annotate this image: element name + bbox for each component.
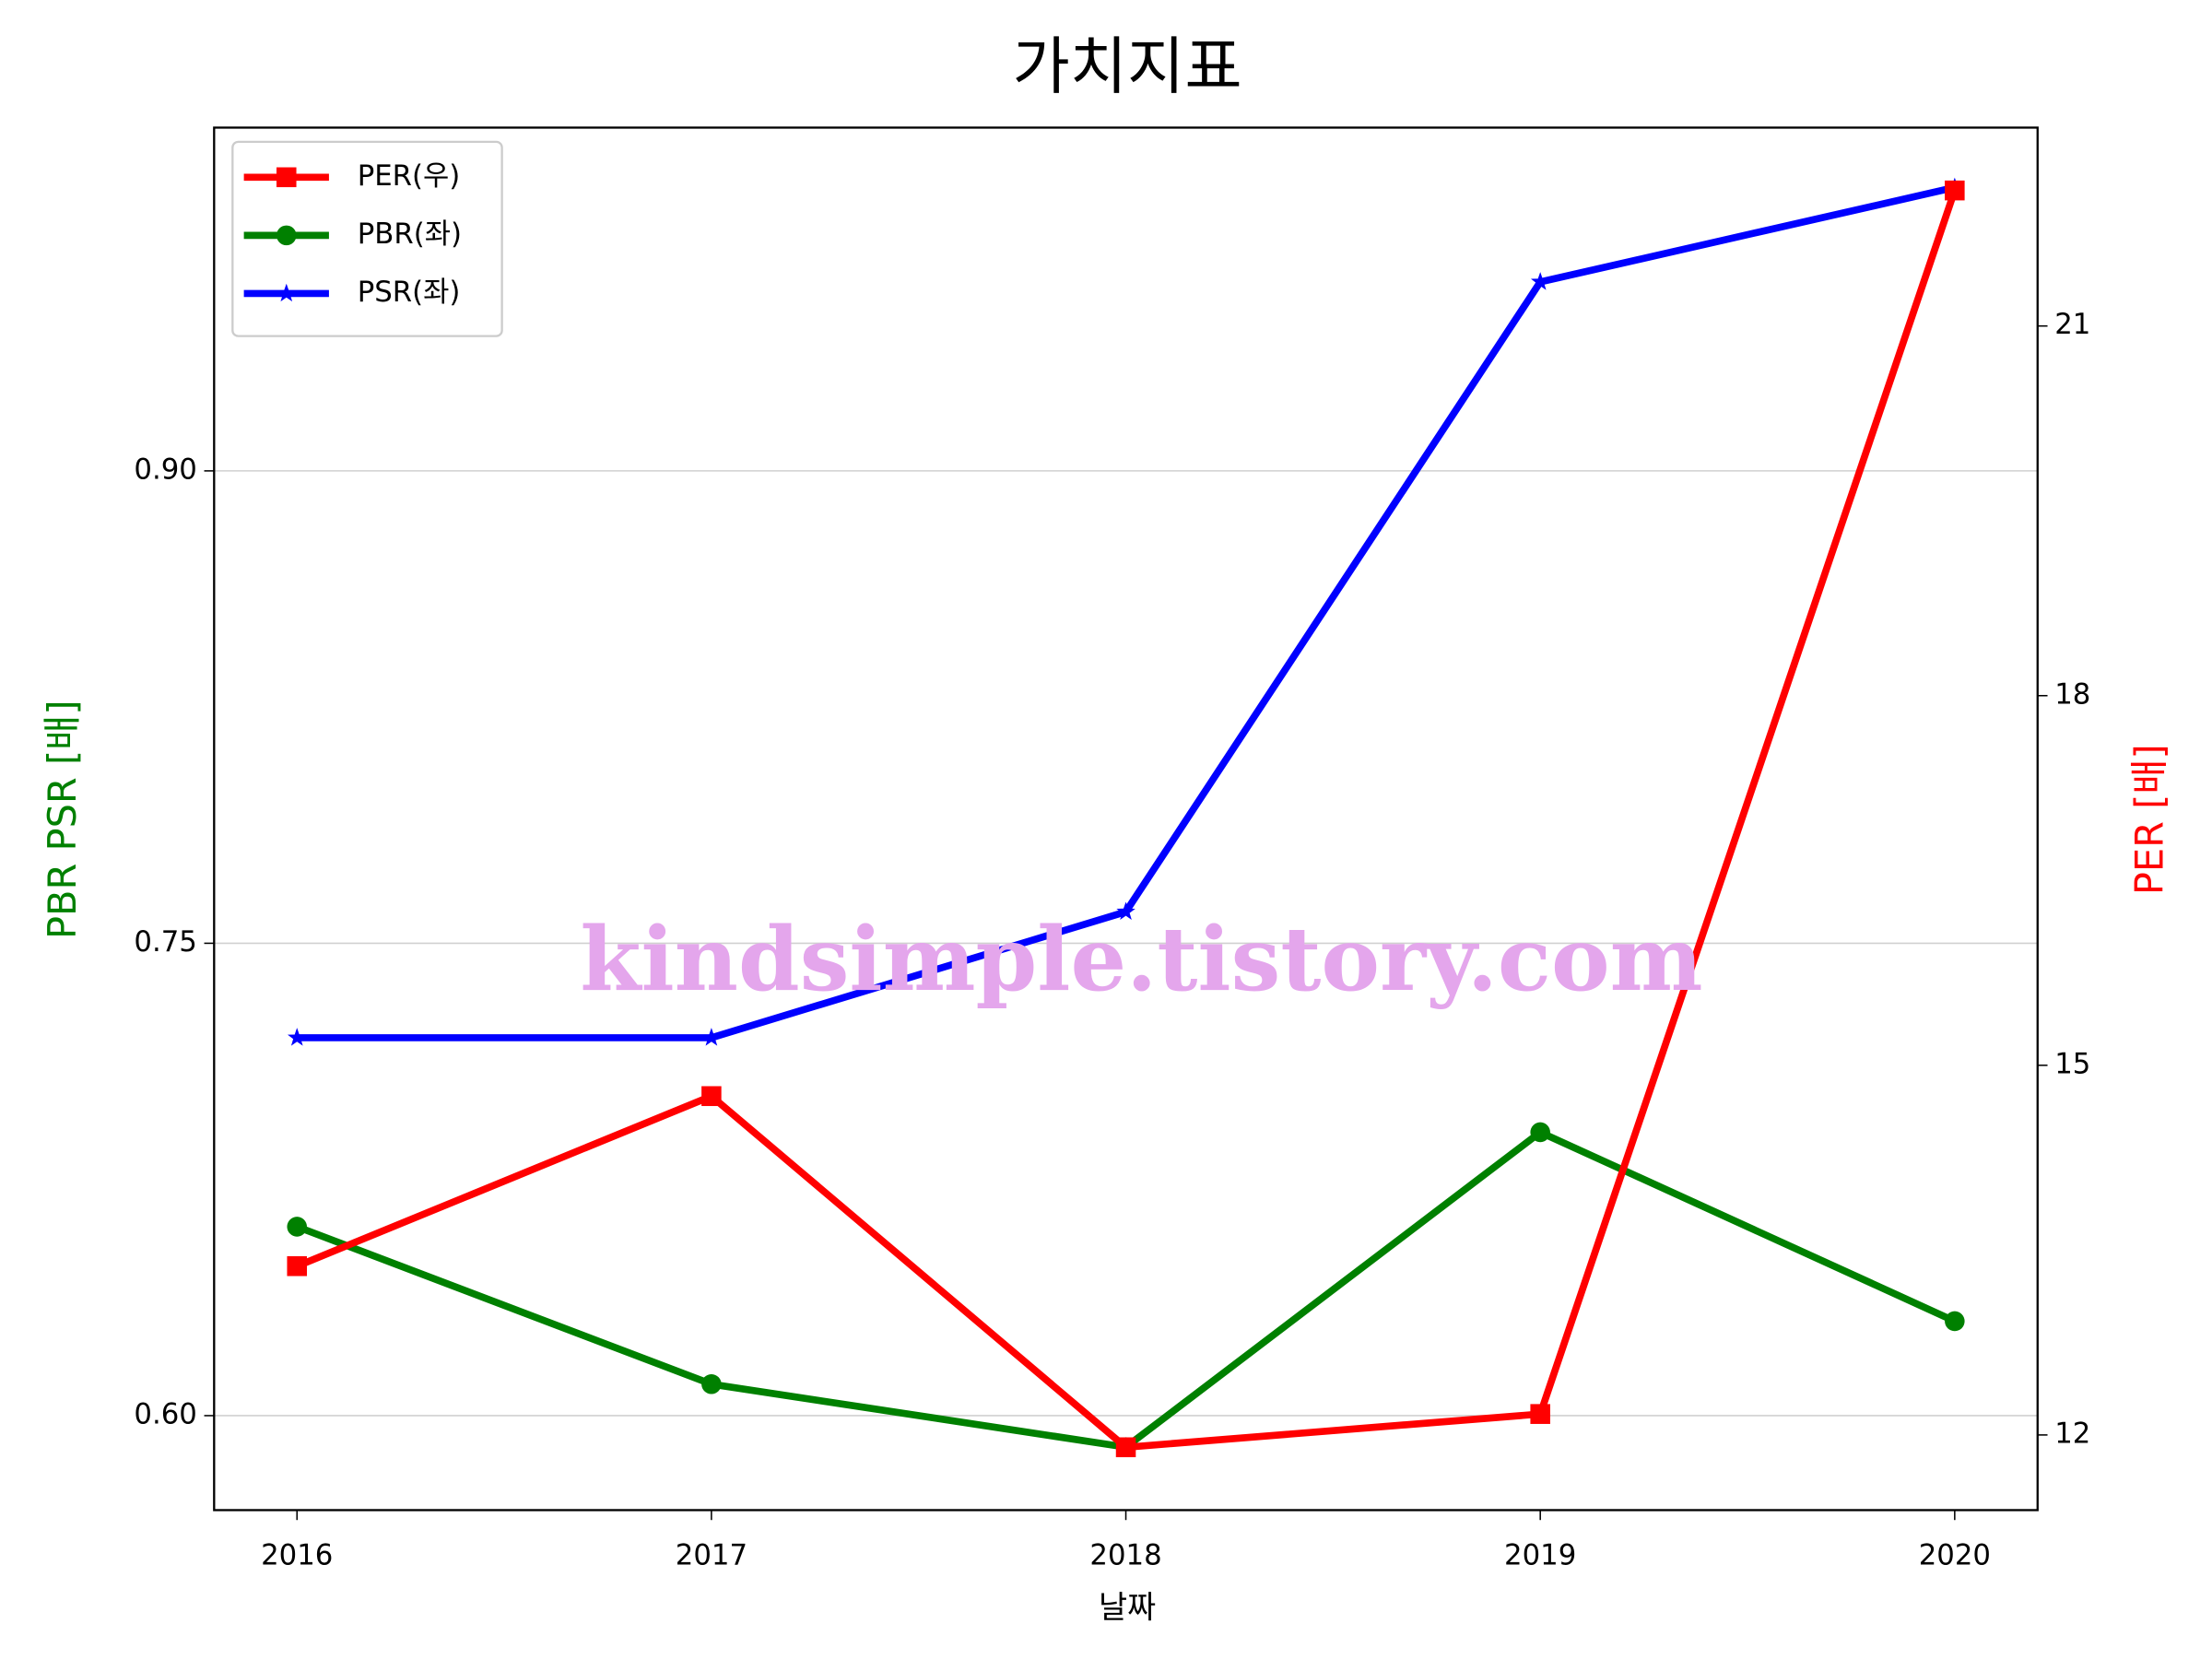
marker xyxy=(1530,272,1550,290)
x-tick-label: 2019 xyxy=(1504,1539,1576,1572)
y-tick-label: 0.90 xyxy=(134,453,196,486)
x-axis-label: 날짜 xyxy=(1099,1590,1156,1626)
marker xyxy=(287,1217,308,1237)
y2-axis-label: PER [배] xyxy=(2126,744,2171,895)
y2-tick-label: 15 xyxy=(2054,1047,2090,1080)
marker xyxy=(1945,180,1965,201)
watermark: kindsimple.tistory.com xyxy=(580,908,1702,1011)
y2-tick-label: 18 xyxy=(2054,677,2090,711)
marker xyxy=(1530,1404,1550,1424)
y-axis-label: PBR PSR [배] xyxy=(40,700,85,939)
marker xyxy=(1945,1311,1965,1332)
x-tick-label: 2017 xyxy=(676,1539,747,1572)
legend-label: PSR(좌) xyxy=(358,276,461,309)
legend-marker xyxy=(276,225,297,246)
y2-tick-label: 21 xyxy=(2054,308,2090,341)
legend-box xyxy=(231,140,503,337)
series-line xyxy=(295,189,1959,1452)
x-tick-label: 2020 xyxy=(1919,1539,1991,1572)
y-tick-label: 0.75 xyxy=(134,925,196,959)
legend-marker xyxy=(276,283,297,302)
marker xyxy=(701,1028,722,1046)
legend-label: PBR(좌) xyxy=(358,218,462,251)
legend-label: PER(우) xyxy=(358,159,461,193)
marker xyxy=(701,1374,722,1394)
y2-tick-label: 12 xyxy=(2054,1417,2090,1450)
series-line xyxy=(295,1128,1957,1451)
chart-title: 가치지표 xyxy=(1013,29,1242,102)
y-tick-label: 0.60 xyxy=(134,1397,196,1430)
x-tick-label: 2018 xyxy=(1089,1539,1161,1572)
plot-frame xyxy=(213,126,2039,1512)
legend-marker xyxy=(276,167,297,188)
marker xyxy=(288,1028,307,1046)
marker xyxy=(287,1255,308,1277)
marker xyxy=(1116,901,1135,920)
marker xyxy=(1530,1122,1550,1143)
marker xyxy=(1115,1437,1136,1458)
marker xyxy=(701,1086,722,1107)
x-tick-label: 2016 xyxy=(261,1539,333,1572)
